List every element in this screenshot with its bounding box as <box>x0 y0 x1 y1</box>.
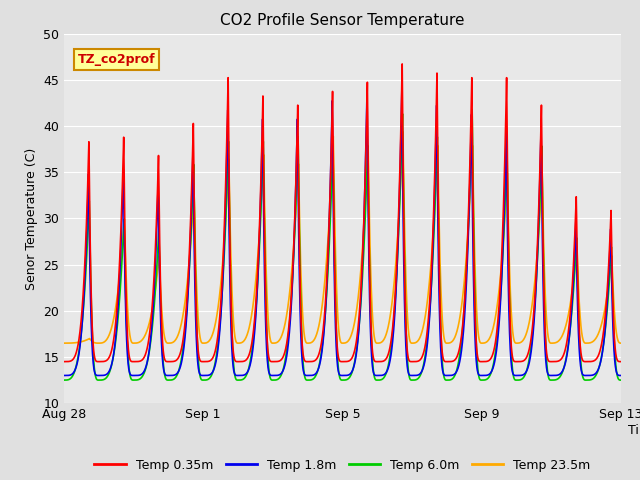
Temp 1.8m <box>615 372 623 378</box>
Temp 6.0m <box>412 377 419 383</box>
Temp 1.8m <box>550 372 558 378</box>
Temp 0.35m <box>587 359 595 364</box>
Temp 1.8m <box>367 338 374 344</box>
Temp 6.0m <box>550 377 558 383</box>
Temp 23.5m <box>412 340 419 346</box>
Temp 6.0m <box>615 377 623 383</box>
Temp 0.35m <box>367 314 374 320</box>
Temp 6.0m <box>468 107 476 112</box>
Temp 0.35m <box>60 359 68 364</box>
Temp 23.5m <box>367 268 374 274</box>
Temp 6.0m <box>60 377 68 383</box>
Temp 23.5m <box>465 219 472 225</box>
Temp 23.5m <box>60 340 68 346</box>
Legend: Temp 0.35m, Temp 1.8m, Temp 6.0m, Temp 23.5m: Temp 0.35m, Temp 1.8m, Temp 6.0m, Temp 2… <box>90 454 595 477</box>
Y-axis label: Senor Temperature (C): Senor Temperature (C) <box>24 147 38 289</box>
Temp 0.35m <box>550 359 558 364</box>
Line: Temp 6.0m: Temp 6.0m <box>64 109 640 380</box>
Temp 0.35m <box>615 359 623 364</box>
Temp 1.8m <box>412 372 419 378</box>
Line: Temp 0.35m: Temp 0.35m <box>64 64 640 361</box>
Temp 0.35m <box>398 61 406 67</box>
Temp 1.8m <box>60 372 68 378</box>
Temp 23.5m <box>550 340 558 346</box>
Text: TZ_co2prof: TZ_co2prof <box>78 53 156 66</box>
Temp 1.8m <box>363 89 371 95</box>
Title: CO2 Profile Sensor Temperature: CO2 Profile Sensor Temperature <box>220 13 465 28</box>
Temp 6.0m <box>587 377 595 383</box>
Line: Temp 23.5m: Temp 23.5m <box>64 132 640 343</box>
Temp 1.8m <box>587 372 595 378</box>
X-axis label: Time: Time <box>628 423 640 436</box>
Line: Temp 1.8m: Temp 1.8m <box>64 92 640 375</box>
Temp 6.0m <box>465 221 472 227</box>
Temp 23.5m <box>615 339 623 345</box>
Temp 0.35m <box>412 359 419 364</box>
Temp 6.0m <box>367 313 374 319</box>
Temp 23.5m <box>587 340 595 346</box>
Temp 0.35m <box>465 204 472 209</box>
Temp 23.5m <box>399 129 406 134</box>
Temp 1.8m <box>465 221 472 227</box>
